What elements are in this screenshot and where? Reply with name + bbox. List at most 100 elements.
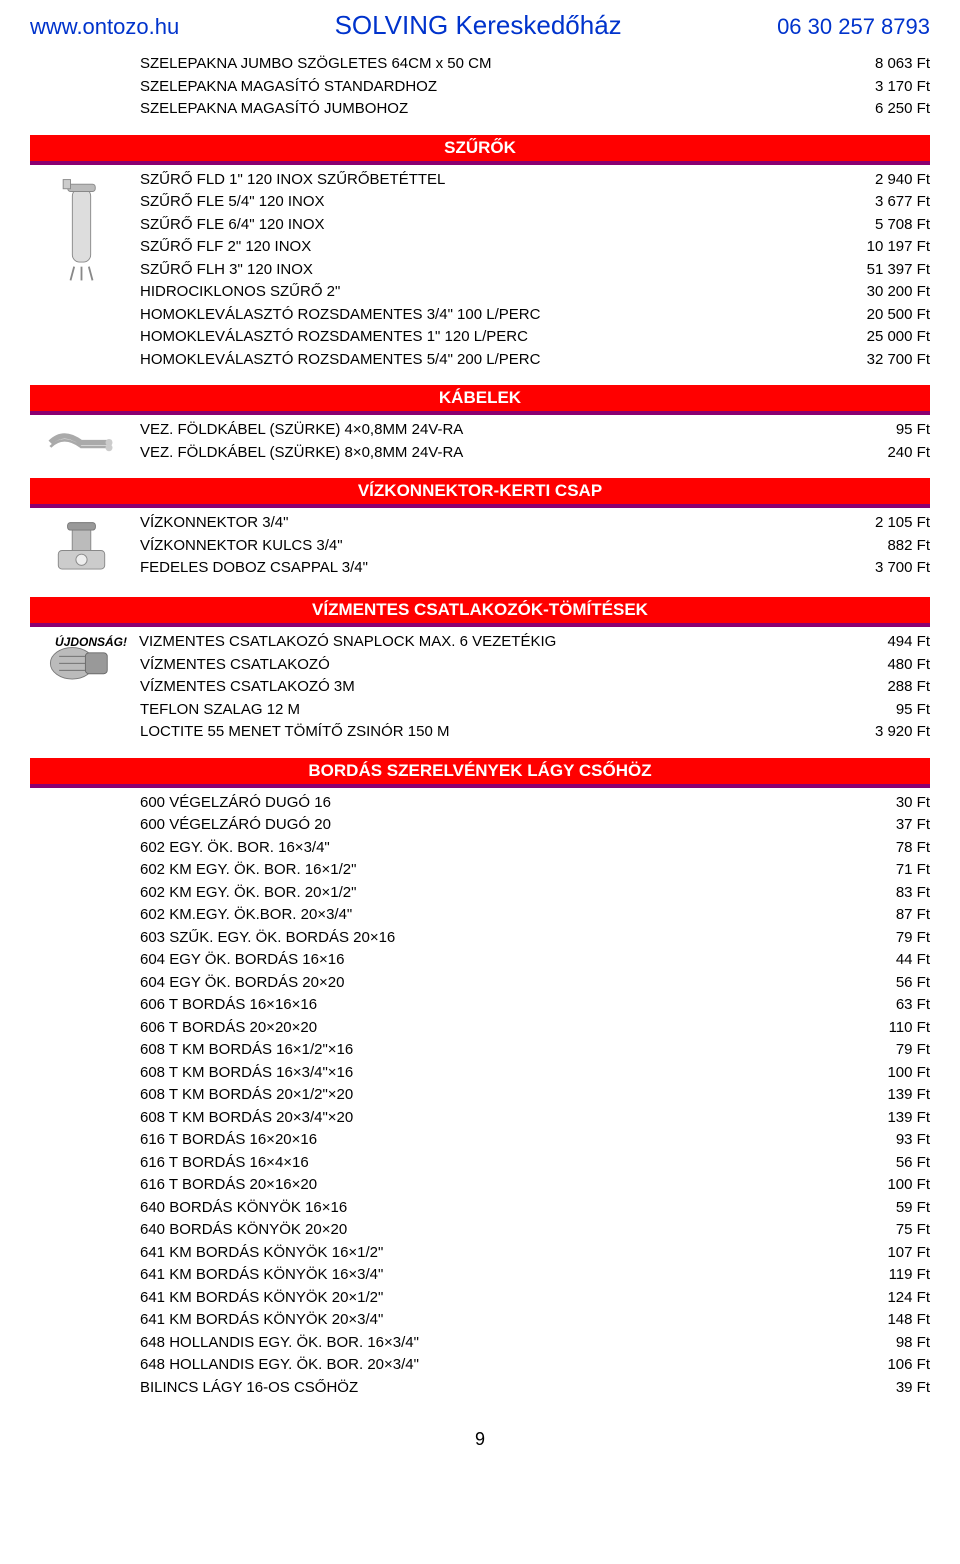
item-price: 5 708 Ft	[865, 214, 930, 237]
price-row: HOMOKLEVÁLASZTÓ ROZSDAMENTES 5/4" 200 L/…	[140, 349, 930, 372]
item-price: 119 Ft	[879, 1264, 930, 1287]
item-label: 608 T KM BORDÁS 16×1/2"×16	[140, 1039, 886, 1062]
section-title-bar: BORDÁS SZERELVÉNYEK LÁGY CSŐHÖZ	[30, 758, 930, 788]
section-items: 600 VÉGELZÁRÓ DUGÓ 1630 Ft600 VÉGELZÁRÓ …	[140, 792, 930, 1400]
price-row: 608 T KM BORDÁS 16×3/4"×16100 Ft	[140, 1062, 930, 1085]
price-row: SZŰRŐ FLE 5/4" 120 INOX3 677 Ft	[140, 191, 930, 214]
section-body: SZŰRŐ FLD 1" 120 INOX SZŰRŐBETÉTTEL2 940…	[30, 169, 930, 372]
item-price: 25 000 Ft	[857, 326, 930, 349]
item-price: 39 Ft	[886, 1377, 930, 1400]
item-label: HIDROCIKLONOS SZŰRŐ 2"	[140, 281, 857, 304]
item-label: VÍZKONNEKTOR KULCS 3/4"	[140, 535, 877, 558]
item-label: 641 KM BORDÁS KÖNYÖK 16×3/4"	[140, 1264, 879, 1287]
item-label: LOCTITE 55 MENET TÖMÍTŐ ZSINÓR 150 M	[140, 721, 865, 744]
section-body: ÚJDONSÁG!VIZMENTES CSATLAKOZÓ SNAPLOCK M…	[30, 631, 930, 744]
price-row: 616 T BORDÁS 20×16×20100 Ft	[140, 1174, 930, 1197]
item-label: 616 T BORDÁS 20×16×20	[140, 1174, 877, 1197]
item-price: 30 Ft	[886, 792, 930, 815]
item-price: 56 Ft	[886, 1152, 930, 1175]
item-price: 3 170 Ft	[865, 76, 930, 99]
price-row: LOCTITE 55 MENET TÖMÍTŐ ZSINÓR 150 M3 92…	[140, 721, 930, 744]
item-price: 71 Ft	[886, 859, 930, 882]
price-row: VEZ. FÖLDKÁBEL (SZÜRKE) 8×0,8MM 24V-RA24…	[140, 442, 930, 465]
new-badge: ÚJDONSÁG!	[55, 633, 135, 651]
item-label: HOMOKLEVÁLASZTÓ ROZSDAMENTES 5/4" 200 L/…	[140, 349, 857, 372]
item-label: 604 EGY ÖK. BORDÁS 16×16	[140, 949, 886, 972]
item-price: 95 Ft	[886, 699, 930, 722]
none-icon	[30, 792, 132, 798]
item-label: 608 T KM BORDÁS 16×3/4"×16	[140, 1062, 877, 1085]
item-price: 124 Ft	[877, 1287, 930, 1310]
item-price: 56 Ft	[886, 972, 930, 995]
price-row: TEFLON SZALAG 12 M95 Ft	[140, 699, 930, 722]
item-label: SZELEPAKNA MAGASÍTÓ JUMBOHOZ	[140, 98, 865, 121]
section-body: 600 VÉGELZÁRÓ DUGÓ 1630 Ft600 VÉGELZÁRÓ …	[30, 792, 930, 1400]
item-price: 3 700 Ft	[865, 557, 930, 580]
price-row: 641 KM BORDÁS KÖNYÖK 20×3/4"148 Ft	[140, 1309, 930, 1332]
item-price: 59 Ft	[886, 1197, 930, 1220]
top-items-list: SZELEPAKNA JUMBO SZÖGLETES 64CM x 50 CM8…	[140, 53, 930, 121]
price-row: SZŰRŐ FLD 1" 120 INOX SZŰRŐBETÉTTEL2 940…	[140, 169, 930, 192]
price-row: 603 SZŰK. EGY. ÖK. BORDÁS 20×1679 Ft	[140, 927, 930, 950]
section-title-bar: VÍZMENTES CSATLAKOZÓK-TÖMÍTÉSEK	[30, 597, 930, 627]
item-price: 93 Ft	[886, 1129, 930, 1152]
item-label: 616 T BORDÁS 16×4×16	[140, 1152, 886, 1175]
item-label: 600 VÉGELZÁRÓ DUGÓ 16	[140, 792, 886, 815]
section-items: SZŰRŐ FLD 1" 120 INOX SZŰRŐBETÉTTEL2 940…	[140, 169, 930, 372]
item-price: 139 Ft	[877, 1084, 930, 1107]
item-label: VEZ. FÖLDKÁBEL (SZÜRKE) 4×0,8MM 24V-RA	[140, 419, 886, 442]
item-price: 100 Ft	[877, 1174, 930, 1197]
item-label: 641 KM BORDÁS KÖNYÖK 20×1/2"	[140, 1287, 877, 1310]
item-price: 2 105 Ft	[865, 512, 930, 535]
item-price: 98 Ft	[886, 1332, 930, 1355]
section-title-bar: SZŰRŐK	[30, 135, 930, 165]
sections-container: SZŰRŐK SZŰRŐ FLD 1" 120 INOX SZŰRŐBETÉTTE…	[30, 135, 930, 1400]
price-row: SZŰRŐ FLH 3" 120 INOX51 397 Ft	[140, 259, 930, 282]
item-price: 100 Ft	[877, 1062, 930, 1085]
price-row: SZŰRŐ FLF 2" 120 INOX10 197 Ft	[140, 236, 930, 259]
item-price: 63 Ft	[886, 994, 930, 1017]
item-label: 608 T KM BORDÁS 20×1/2"×20	[140, 1084, 877, 1107]
item-label: 641 KM BORDÁS KÖNYÖK 20×3/4"	[140, 1309, 877, 1332]
price-row: 641 KM BORDÁS KÖNYÖK 16×1/2"107 Ft	[140, 1242, 930, 1265]
item-price: 44 Ft	[886, 949, 930, 972]
item-label: VEZ. FÖLDKÁBEL (SZÜRKE) 8×0,8MM 24V-RA	[140, 442, 877, 465]
item-price: 240 Ft	[877, 442, 930, 465]
item-price: 6 250 Ft	[865, 98, 930, 121]
section-body: VEZ. FÖLDKÁBEL (SZÜRKE) 4×0,8MM 24V-RA95…	[30, 419, 930, 464]
price-row: 616 T BORDÁS 16×4×1656 Ft	[140, 1152, 930, 1175]
item-label: 600 VÉGELZÁRÓ DUGÓ 20	[140, 814, 886, 837]
item-price: 75 Ft	[886, 1219, 930, 1242]
price-row: 641 KM BORDÁS KÖNYÖK 16×3/4"119 Ft	[140, 1264, 930, 1287]
item-price: 79 Ft	[886, 927, 930, 950]
item-price: 8 063 Ft	[865, 53, 930, 76]
item-label: SZŰRŐ FLD 1" 120 INOX SZŰRŐBETÉTTEL	[140, 169, 865, 192]
item-price: 30 200 Ft	[857, 281, 930, 304]
item-price: 110 Ft	[879, 1017, 930, 1040]
price-row: VÍZMENTES CSATLAKOZÓ480 Ft	[140, 654, 930, 677]
price-row: 608 T KM BORDÁS 16×1/2"×1679 Ft	[140, 1039, 930, 1062]
price-row: 608 T KM BORDÁS 20×1/2"×20139 Ft	[140, 1084, 930, 1107]
item-label: 606 T BORDÁS 16×16×16	[140, 994, 886, 1017]
item-label: BILINCS LÁGY 16-OS CSŐHÖZ	[140, 1377, 886, 1400]
header-website: www.ontozo.hu	[30, 14, 179, 40]
item-price: 95 Ft	[886, 419, 930, 442]
item-label: 640 BORDÁS KÖNYÖK 16×16	[140, 1197, 886, 1220]
section-title-bar: VÍZKONNEKTOR-KERTI CSAP	[30, 478, 930, 508]
item-price: 480 Ft	[877, 654, 930, 677]
item-label: SZŰRŐ FLH 3" 120 INOX	[140, 259, 857, 282]
price-row: 640 BORDÁS KÖNYÖK 20×2075 Ft	[140, 1219, 930, 1242]
item-label: ÚJDONSÁG!VIZMENTES CSATLAKOZÓ SNAPLOCK M…	[140, 631, 877, 654]
item-label: 641 KM BORDÁS KÖNYÖK 16×1/2"	[140, 1242, 877, 1265]
valve-icon	[30, 512, 132, 583]
header-company: SOLVING Kereskedőház	[335, 10, 622, 41]
item-label: VÍZMENTES CSATLAKOZÓ	[140, 654, 877, 677]
item-price: 106 Ft	[877, 1354, 930, 1377]
item-label: TEFLON SZALAG 12 M	[140, 699, 886, 722]
price-row: VÍZKONNEKTOR KULCS 3/4"882 Ft	[140, 535, 930, 558]
item-label: 606 T BORDÁS 20×20×20	[140, 1017, 879, 1040]
price-row: SZŰRŐ FLE 6/4" 120 INOX5 708 Ft	[140, 214, 930, 237]
price-row: SZELEPAKNA MAGASÍTÓ JUMBOHOZ6 250 Ft	[140, 98, 930, 121]
item-price: 37 Ft	[886, 814, 930, 837]
section-title-bar: KÁBELEK	[30, 385, 930, 415]
